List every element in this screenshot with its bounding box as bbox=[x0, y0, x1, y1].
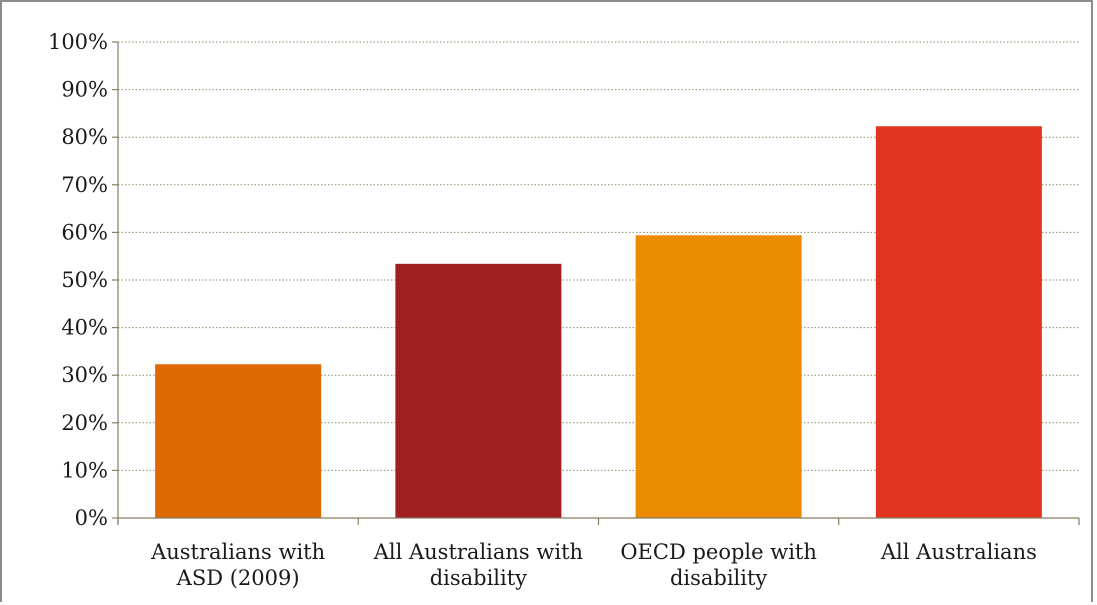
x-category-label: All Australians with bbox=[373, 540, 583, 564]
y-tick-labels: 0% 10% 20% 30% 40% 50% 60% 70% 80% 90% 100% bbox=[48, 30, 108, 530]
x-category-label: disability bbox=[430, 566, 527, 590]
y-tick-label: 50% bbox=[61, 268, 108, 292]
y-tick-label: 10% bbox=[61, 458, 108, 482]
bar-3 bbox=[875, 126, 1042, 518]
x-category-label: OECD people with bbox=[620, 540, 817, 564]
x-category-label: disability bbox=[670, 566, 767, 590]
y-tick-label: 0% bbox=[75, 506, 108, 530]
y-tick-label: 40% bbox=[61, 316, 108, 340]
y-tick-label: 90% bbox=[61, 78, 108, 102]
y-tick-label: 20% bbox=[61, 411, 108, 435]
bar-2 bbox=[635, 235, 802, 519]
gridlines bbox=[118, 41, 1079, 471]
y-tick-label: 30% bbox=[61, 363, 108, 387]
x-category-label: ASD (2009) bbox=[176, 566, 300, 590]
axes bbox=[112, 41, 1080, 525]
bar-0 bbox=[155, 364, 322, 518]
y-tick-label: 80% bbox=[61, 125, 108, 149]
x-category-label: Australians with bbox=[150, 540, 325, 564]
y-tick-label: 100% bbox=[48, 30, 108, 54]
bars bbox=[155, 126, 1042, 519]
y-tick-label: 70% bbox=[61, 173, 108, 197]
bar-1 bbox=[395, 263, 562, 518]
y-tick-label: 60% bbox=[61, 220, 108, 244]
x-category-label: All Australians bbox=[880, 540, 1037, 564]
